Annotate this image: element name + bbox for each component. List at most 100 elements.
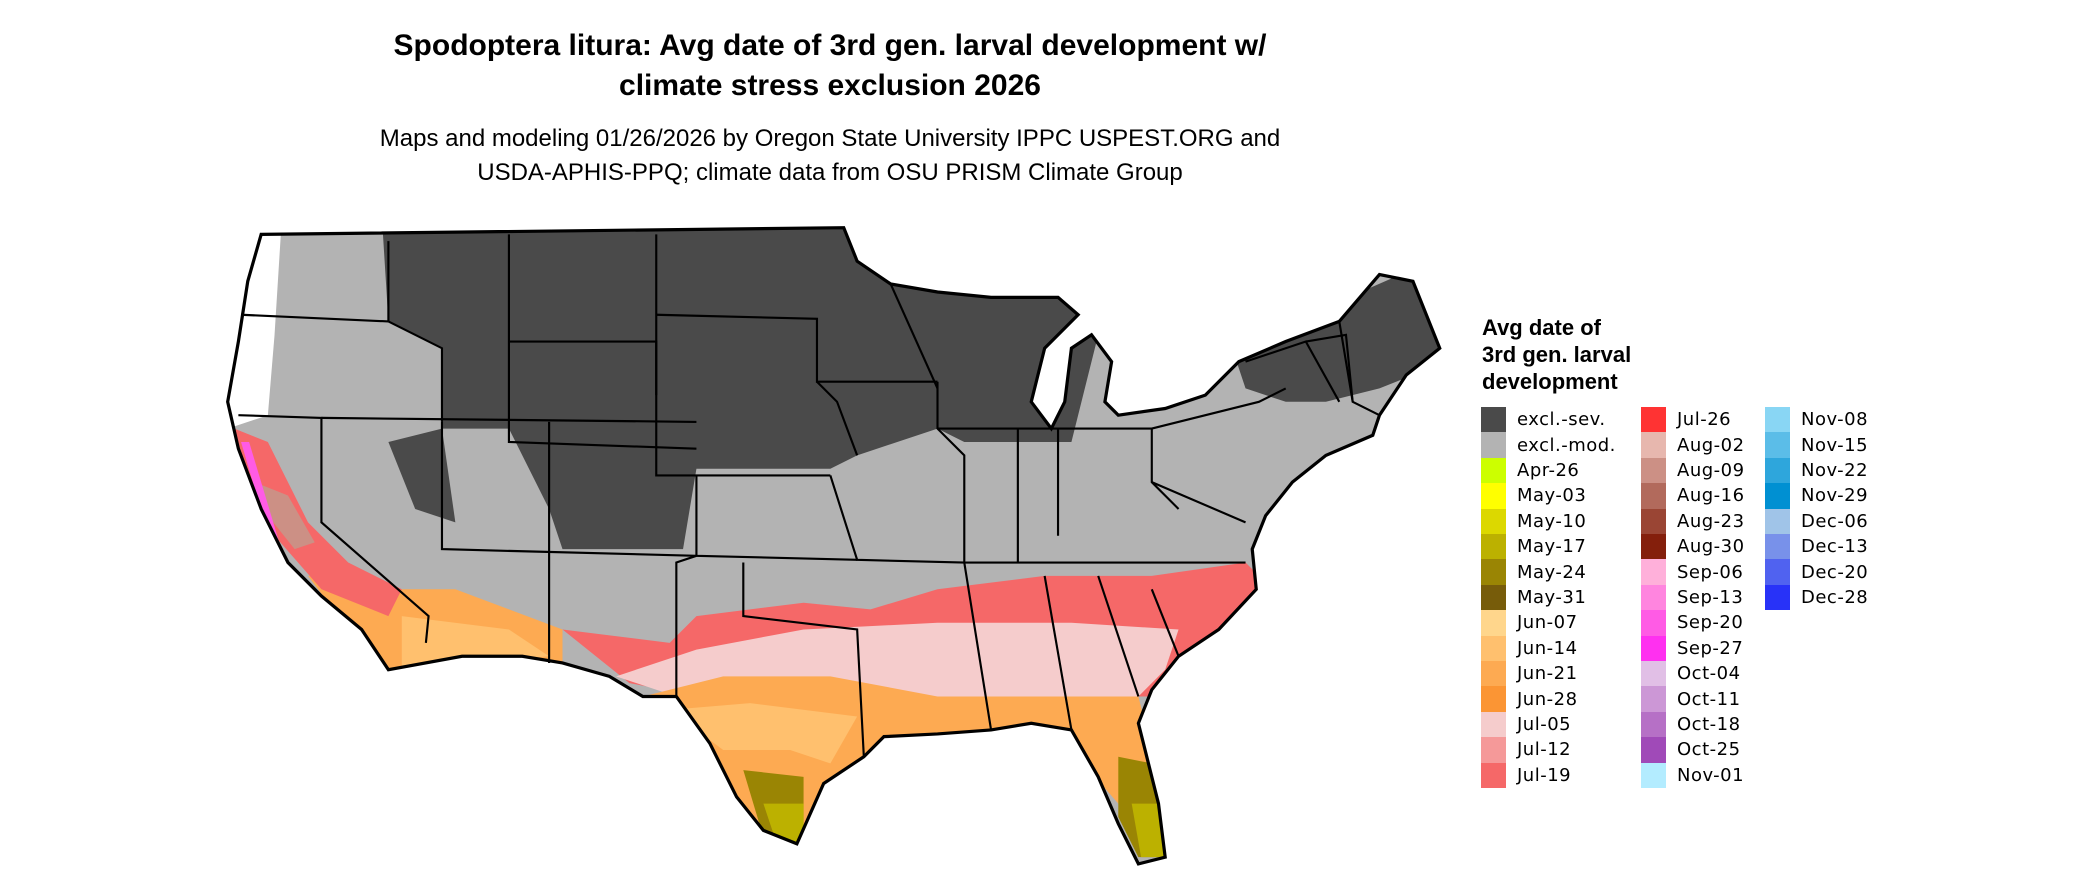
legend-label: Aug-30	[1677, 536, 1745, 558]
legend-item: Oct-18	[1641, 711, 1741, 738]
legend-item: May-24	[1481, 559, 1587, 585]
legend-item: Nov-01	[1641, 762, 1745, 788]
legend-label: Dec-20	[1801, 561, 1869, 583]
map-title: Spodoptera litura: Avg date of 3rd gen. …	[230, 26, 1430, 106]
legend-swatch	[1481, 737, 1506, 763]
legend-item: Jun-07	[1481, 610, 1578, 636]
legend-label: Oct-11	[1677, 688, 1741, 710]
legend-title-line: 3rd gen. larval	[1482, 342, 1632, 367]
legend-label: Jun-21	[1517, 663, 1578, 685]
legend-swatch	[1481, 534, 1506, 560]
legend-item: Jul-26	[1641, 407, 1732, 433]
map-title-line1: Spodoptera litura: Avg date of 3rd gen. …	[393, 29, 1267, 62]
region-jul-19-california	[234, 428, 402, 617]
legend-item: May-10	[1481, 508, 1587, 534]
legend-label: Sep-06	[1677, 561, 1744, 583]
legend-item: Dec-28	[1765, 584, 1868, 611]
legend-label: Aug-16	[1677, 485, 1745, 507]
legend-swatch	[1765, 483, 1790, 509]
legend-swatch	[1765, 584, 1790, 611]
legend-swatch	[1641, 635, 1666, 661]
legend-label: Sep-13	[1677, 586, 1744, 608]
legend-label: Jul-26	[1677, 409, 1732, 431]
region-excl-sev	[381, 227, 1099, 550]
legend-swatch	[1765, 457, 1790, 484]
legend-swatch	[1641, 534, 1666, 560]
legend-swatch	[1481, 559, 1506, 585]
region-excl-sev-northeast	[1232, 254, 1440, 402]
legend-swatch	[1481, 432, 1506, 458]
legend-title: Avg date of 3rd gen. larval development	[1482, 314, 1631, 395]
legend-item: Sep-20	[1641, 610, 1744, 636]
legend-label: excl.-sev.	[1517, 409, 1606, 431]
legend-item: Jul-19	[1481, 762, 1572, 788]
legend-label: Oct-25	[1677, 739, 1741, 761]
legend-swatch	[1481, 661, 1506, 687]
legend-swatch	[1641, 407, 1666, 433]
legend-swatch	[1765, 559, 1790, 585]
legend-item: Jun-28	[1481, 686, 1578, 712]
legend-label: Nov-29	[1801, 485, 1869, 507]
map-title-line2: climate stress exclusion 2026	[619, 69, 1041, 102]
legend-item: Aug-02	[1641, 432, 1745, 458]
legend-label: Sep-27	[1677, 637, 1744, 659]
legend-label: Dec-06	[1801, 510, 1869, 532]
legend-label: Oct-18	[1677, 713, 1741, 735]
legend-item: May-31	[1481, 584, 1587, 611]
legend-item: Nov-22	[1765, 457, 1869, 484]
legend-label: Nov-22	[1801, 459, 1869, 481]
legend-label: Dec-13	[1801, 536, 1869, 558]
legend-item: Jun-14	[1481, 635, 1578, 661]
map-raster	[227, 227, 1440, 864]
legend-swatch	[1765, 508, 1790, 534]
legend-item: Aug-23	[1641, 508, 1745, 534]
legend-item: Aug-09	[1641, 457, 1745, 484]
legend-label: May-10	[1517, 510, 1587, 532]
legend-swatch	[1641, 584, 1666, 611]
legend-label: Jul-19	[1517, 764, 1572, 786]
legend-item: Jul-12	[1481, 737, 1571, 763]
legend-swatch	[1481, 483, 1506, 509]
legend-item: Jun-21	[1481, 661, 1578, 687]
legend-label: May-24	[1517, 561, 1587, 583]
legend-item: Oct-04	[1641, 661, 1741, 687]
legend-swatch	[1641, 737, 1666, 763]
legend-swatch	[1641, 762, 1666, 788]
legend-swatch	[1481, 711, 1506, 738]
legend-label: May-31	[1517, 586, 1587, 608]
legend-swatch	[1641, 432, 1666, 458]
map-subtitle: Maps and modeling 01/26/2026 by Oregon S…	[230, 122, 1430, 190]
legend-item: Oct-11	[1641, 686, 1741, 712]
region-sep-20-coast	[241, 441, 282, 552]
legend-label: excl.-mod.	[1517, 434, 1616, 456]
legend-item: Sep-13	[1641, 584, 1744, 611]
legend-title-line: Avg date of	[1482, 315, 1601, 340]
legend-item: excl.-mod.	[1481, 432, 1616, 458]
legend-swatch	[1481, 457, 1506, 484]
legend-swatch	[1481, 635, 1506, 661]
legend-item: May-03	[1481, 483, 1587, 509]
legend-swatch	[1481, 762, 1506, 788]
legend-label: Nov-01	[1677, 764, 1745, 786]
legend-item: Aug-16	[1641, 483, 1745, 509]
map-subtitle-line1: Maps and modeling 01/26/2026 by Oregon S…	[379, 125, 1281, 152]
legend-item: Sep-06	[1641, 559, 1744, 585]
legend-label: Oct-04	[1677, 663, 1741, 685]
map-subtitle-line2: USDA-APHIS-PPQ; climate data from OSU PR…	[477, 159, 1183, 186]
region-aug-09-california	[254, 482, 315, 550]
legend-label: Nov-08	[1801, 409, 1869, 431]
legend-item: Sep-27	[1641, 635, 1744, 661]
state-borders	[226, 226, 1442, 866]
legend-item: Nov-29	[1765, 483, 1869, 509]
legend-swatch	[1481, 508, 1506, 534]
legend-swatch	[1641, 457, 1666, 484]
legend-label: May-17	[1517, 536, 1587, 558]
legend-swatch	[1765, 407, 1790, 433]
legend-label: May-03	[1517, 485, 1587, 507]
legend-swatch	[1765, 432, 1790, 458]
legend-label: Nov-15	[1801, 434, 1869, 456]
legend-swatch	[1765, 534, 1790, 560]
legend-label: Jun-07	[1517, 612, 1578, 634]
legend-label: Sep-20	[1677, 612, 1744, 634]
